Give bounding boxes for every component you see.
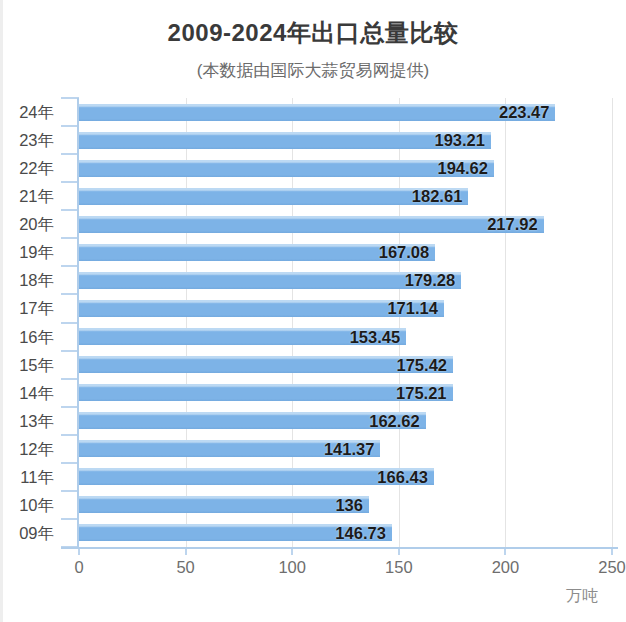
x-axis-tick-label: 150 (369, 558, 429, 577)
value-label-23年: 193.21 (79, 126, 485, 154)
value-label-10年: 136 (79, 491, 363, 519)
category-label-22年: 22年 (0, 154, 54, 182)
category-label-23年: 23年 (0, 126, 54, 154)
value-label-09年: 146.73 (79, 519, 386, 547)
category-label-18年: 18年 (0, 266, 54, 294)
value-label-15年: 175.42 (79, 351, 447, 379)
value-label-19年: 167.08 (79, 238, 429, 266)
value-label-18年: 179.28 (79, 266, 455, 294)
x-axis-tick-label: 200 (475, 558, 535, 577)
value-label-11年: 166.43 (79, 463, 428, 491)
category-label-10年: 10年 (0, 491, 54, 519)
category-label-24年: 24年 (0, 98, 54, 126)
x-axis-tick-label: 0 (49, 558, 109, 577)
x-axis-line (61, 547, 618, 549)
value-label-17年: 171.14 (79, 294, 438, 322)
value-label-21年: 182.61 (79, 182, 462, 210)
category-label-15年: 15年 (0, 351, 54, 379)
value-label-12年: 141.37 (79, 435, 374, 463)
category-label-16年: 16年 (0, 323, 54, 351)
gridline-x-200 (505, 98, 506, 547)
value-label-13年: 162.62 (79, 407, 420, 435)
category-label-17年: 17年 (0, 294, 54, 322)
value-label-24年: 223.47 (79, 98, 549, 126)
category-label-09年: 09年 (0, 519, 54, 547)
x-axis-tick-250 (611, 549, 613, 555)
category-label-11年: 11年 (0, 463, 54, 491)
category-label-13年: 13年 (0, 407, 54, 435)
category-label-19年: 19年 (0, 238, 54, 266)
x-axis-tick-200 (504, 549, 506, 555)
x-axis-tick-100 (291, 549, 293, 555)
value-label-22年: 194.62 (79, 154, 488, 182)
x-axis-tick-0 (78, 549, 80, 555)
value-label-20年: 217.92 (79, 210, 538, 238)
category-label-12年: 12年 (0, 435, 54, 463)
x-axis-unit-label: 万吨 (566, 586, 598, 607)
category-label-20年: 20年 (0, 210, 54, 238)
x-axis-tick-label: 50 (156, 558, 216, 577)
value-label-14年: 175.21 (79, 379, 447, 407)
category-label-21年: 21年 (0, 182, 54, 210)
category-label-14年: 14年 (0, 379, 54, 407)
plot-area: 0 50 100 150 200 250 24年 223.47 23年 193.21 22年 194.… (0, 0, 626, 622)
x-axis-tick-label: 100 (262, 558, 322, 577)
value-label-16年: 153.45 (79, 323, 400, 351)
x-axis-tick-label: 250 (582, 558, 626, 577)
x-axis-tick-150 (398, 549, 400, 555)
export-totals-chart: 2009-2024年出口总量比较 (本数据由国际大蒜贸易网提供) 0501001… (0, 0, 626, 622)
x-axis-tick-50 (185, 549, 187, 555)
gridline-x-250 (612, 98, 613, 547)
